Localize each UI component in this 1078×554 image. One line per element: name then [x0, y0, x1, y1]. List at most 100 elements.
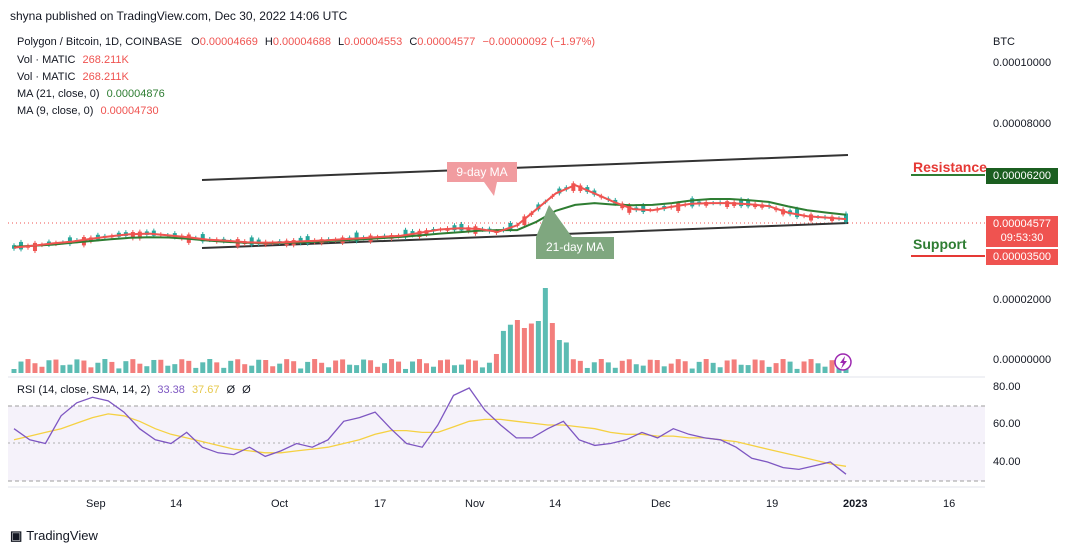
volume-bar: [514, 320, 520, 373]
volume-bar: [612, 367, 618, 373]
volume-bar: [598, 359, 604, 373]
candle: [676, 203, 681, 211]
volume-bar: [256, 359, 262, 373]
volume-value-1: 268.211K: [82, 54, 129, 66]
volume-bar: [151, 359, 157, 373]
volume-bar: [710, 362, 716, 373]
volume-bars: [11, 288, 849, 373]
volume-bar: [193, 367, 199, 373]
volume-bar: [389, 359, 395, 373]
symbol-legend: Polygon / Bitcoin, 1D, COINBASE O0.00004…: [17, 36, 595, 48]
price-tick-1: 0.00010000: [993, 57, 1052, 69]
footer-brand[interactable]: ▣ TradingView: [10, 528, 98, 544]
volume-bar: [221, 367, 227, 373]
volume-bar: [67, 364, 73, 373]
volume-bar: [682, 361, 688, 373]
volume-bar: [584, 367, 590, 373]
volume-bar: [95, 362, 101, 373]
volume-bar: [235, 359, 241, 373]
volume-bar: [291, 361, 297, 373]
volume-bar: [563, 342, 569, 373]
time-tick-jan16: 16: [943, 498, 956, 510]
volume-bar: [549, 323, 555, 373]
volume-bar: [542, 288, 548, 373]
volume-bar: [312, 359, 318, 373]
volume-bar: [39, 366, 45, 373]
currency-label: BTC: [993, 36, 1015, 48]
volume-bar: [382, 363, 388, 373]
volume-bar: [123, 361, 129, 373]
candle: [200, 234, 205, 242]
ma9-label: MA (9, close, 0): [17, 105, 94, 117]
volume-bar: [46, 360, 52, 373]
support-label: Support: [913, 236, 967, 252]
publisher-line: shyna published on TradingView.com, Dec …: [10, 9, 348, 23]
symbol-name[interactable]: Polygon / Bitcoin, 1D, COINBASE: [17, 36, 183, 48]
volume-bar: [731, 359, 737, 373]
volume-bar: [158, 359, 164, 373]
volume-bar: [368, 360, 374, 373]
low-label: L: [338, 36, 345, 48]
volume-bar: [591, 362, 597, 373]
last-price-value: 0.00004577: [992, 218, 1052, 230]
volume-bar: [228, 360, 234, 373]
volume-legend-1[interactable]: Vol · MATIC 268.211K: [17, 54, 129, 66]
volume-bar: [605, 362, 611, 373]
candle: [627, 205, 632, 213]
ma21-legend[interactable]: MA (21, close, 0) 0.00004876: [17, 88, 165, 100]
high-label: H: [264, 36, 273, 48]
volume-bar: [752, 359, 758, 373]
rsi-tick-2: 60.00: [993, 418, 1021, 430]
volume-bar: [738, 364, 744, 373]
volume-bar: [417, 359, 423, 373]
volume-bar: [451, 365, 457, 373]
time-tick-dec: Dec: [651, 498, 671, 510]
resistance-trendline[interactable]: [201, 154, 849, 181]
candle: [249, 237, 254, 245]
volume-bar: [668, 363, 674, 373]
ma9-legend[interactable]: MA (9, close, 0) 0.00004730: [17, 105, 159, 117]
volume-bar: [179, 359, 185, 373]
time-tick-oct17: 17: [374, 498, 387, 510]
tradingview-logo-icon: ▣: [10, 528, 23, 543]
volume-bar: [88, 367, 94, 373]
volume-bar: [675, 359, 681, 373]
support-trendline[interactable]: [201, 222, 849, 249]
volume-bar: [773, 363, 779, 373]
volume-bar: [444, 359, 450, 373]
time-tick-nov14: 14: [549, 498, 562, 510]
close-label: C: [409, 36, 418, 48]
rsi-legend[interactable]: RSI (14, close, SMA, 14, 2) 33.38 37.67 …: [17, 384, 251, 396]
volume-bar: [396, 361, 402, 373]
volume-bar: [424, 363, 430, 373]
volume-bar: [724, 360, 730, 373]
volume-bar: [815, 363, 821, 373]
rsi-label: RSI (14, close, SMA, 14, 2): [17, 384, 151, 396]
time-tick-oct: Oct: [271, 498, 289, 510]
volume-bar: [263, 360, 269, 373]
volume-bar: [647, 359, 653, 373]
high-value: 0.00004688: [272, 36, 331, 48]
candle: [522, 216, 527, 226]
volume-bar: [493, 353, 499, 373]
support-price-tag: 0.00003500: [986, 249, 1058, 265]
volume-bar: [458, 364, 464, 373]
volume-bar: [410, 361, 416, 373]
ma21-callout-text: 21-day MA: [545, 240, 605, 254]
ma9-callout-text: 9-day MA: [456, 165, 508, 179]
volume-bar: [172, 364, 178, 373]
volume-bar: [375, 366, 381, 373]
volume-bar: [829, 360, 835, 373]
volume-label-2: Vol · MATIC: [17, 71, 76, 83]
candle: [305, 236, 310, 244]
candle: [459, 223, 464, 231]
volume-legend-2[interactable]: Vol · MATIC 268.211K: [17, 71, 129, 83]
volume-bar: [214, 362, 220, 373]
resistance-price-tag: 0.00006200: [986, 168, 1058, 184]
lightning-icon[interactable]: [834, 353, 852, 371]
volume-bar: [472, 360, 478, 373]
volume-bar: [277, 363, 283, 373]
rsi-sma-value: 37.67: [191, 384, 220, 396]
candle: [130, 232, 135, 239]
